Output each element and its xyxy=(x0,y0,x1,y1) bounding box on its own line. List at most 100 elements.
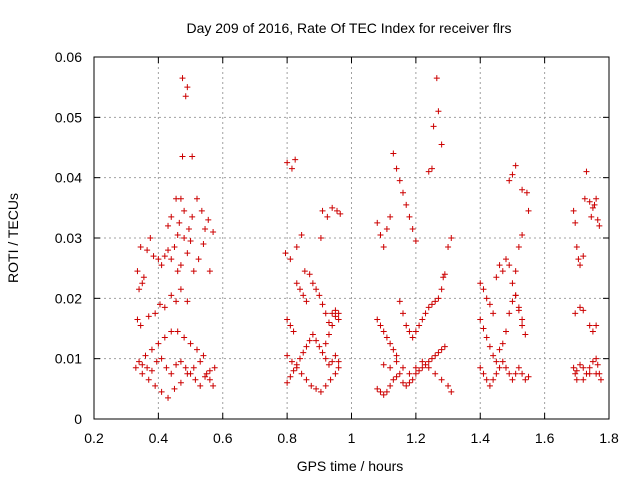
data-point xyxy=(425,168,432,175)
data-point xyxy=(290,328,297,335)
data-point xyxy=(503,256,509,263)
data-point xyxy=(309,331,316,338)
data-point xyxy=(416,367,423,374)
data-point xyxy=(519,370,526,377)
data-point xyxy=(445,382,452,389)
data-point xyxy=(403,322,410,329)
data-point xyxy=(593,195,600,202)
data-point xyxy=(205,216,212,223)
data-point xyxy=(298,370,305,377)
data-point xyxy=(438,141,445,148)
data-point xyxy=(512,162,519,169)
data-point xyxy=(177,379,184,386)
data-point xyxy=(440,274,447,281)
data-point xyxy=(155,340,162,347)
data-point xyxy=(322,310,329,317)
data-point xyxy=(197,358,204,365)
data-point xyxy=(512,370,519,377)
data-point xyxy=(435,295,442,302)
data-point xyxy=(325,361,332,368)
data-point xyxy=(150,253,157,260)
data-point xyxy=(512,292,519,299)
data-point xyxy=(156,301,163,308)
x-tick-label: 0.6 xyxy=(213,430,233,446)
data-point xyxy=(406,370,413,377)
data-point xyxy=(438,376,445,383)
chart-title: Day 209 of 2016, Rate Of TEC Index for r… xyxy=(186,20,511,36)
data-point xyxy=(425,358,432,365)
data-point xyxy=(313,385,320,392)
data-point xyxy=(287,373,294,380)
data-point xyxy=(380,361,387,368)
data-point xyxy=(406,379,413,386)
data-point xyxy=(380,328,387,335)
data-point xyxy=(290,367,297,374)
data-point xyxy=(586,322,593,329)
data-point xyxy=(406,213,413,220)
data-point xyxy=(503,328,509,335)
data-point xyxy=(144,247,151,254)
data-point xyxy=(184,298,191,305)
data-point xyxy=(577,262,584,269)
data-point xyxy=(374,219,381,226)
y-axis-label: ROTI / TECUs xyxy=(5,193,21,283)
data-point xyxy=(335,364,342,371)
data-point xyxy=(522,376,529,383)
data-point xyxy=(575,256,582,263)
data-point xyxy=(419,358,426,365)
y-tick-label: 0 xyxy=(74,411,82,427)
data-point xyxy=(190,268,197,275)
data-point xyxy=(419,364,426,371)
data-point xyxy=(316,292,323,299)
data-point xyxy=(499,340,506,347)
data-point xyxy=(174,268,181,275)
data-point xyxy=(165,394,172,401)
data-point xyxy=(577,361,584,368)
data-point xyxy=(380,244,387,251)
data-point xyxy=(448,235,455,241)
data-point xyxy=(593,322,600,329)
data-point xyxy=(182,93,189,100)
data-point xyxy=(177,358,184,365)
data-point xyxy=(297,286,303,293)
data-point xyxy=(179,153,186,160)
data-point xyxy=(181,207,188,214)
data-point xyxy=(316,343,323,350)
data-point xyxy=(486,343,493,350)
data-point xyxy=(200,241,207,248)
data-point xyxy=(425,364,432,371)
data-point xyxy=(519,231,526,238)
data-point xyxy=(327,376,334,383)
data-point xyxy=(522,331,529,338)
data-point xyxy=(512,268,519,275)
data-point xyxy=(387,364,394,371)
x-tick-label: 1 xyxy=(348,430,356,446)
data-point xyxy=(187,370,194,377)
x-tick-label: 1.2 xyxy=(406,430,426,446)
data-point xyxy=(580,307,587,314)
data-point xyxy=(134,316,141,323)
data-point xyxy=(171,385,178,392)
data-point xyxy=(322,382,329,389)
data-point xyxy=(412,370,419,377)
data-point xyxy=(136,358,143,365)
data-point xyxy=(153,358,160,365)
data-point xyxy=(483,376,490,383)
data-point xyxy=(572,370,579,377)
data-point xyxy=(586,198,593,205)
data-point xyxy=(393,358,400,365)
data-point xyxy=(445,244,452,251)
data-point xyxy=(589,204,596,211)
data-point xyxy=(506,370,513,377)
data-point xyxy=(194,346,200,353)
data-point xyxy=(573,244,580,251)
data-point xyxy=(206,268,213,275)
data-point xyxy=(570,207,577,214)
data-point xyxy=(303,343,310,350)
data-point xyxy=(161,304,168,311)
data-point xyxy=(293,244,300,251)
data-point xyxy=(493,358,500,365)
data-point xyxy=(317,388,324,395)
data-point xyxy=(176,219,183,226)
data-point xyxy=(187,340,194,347)
